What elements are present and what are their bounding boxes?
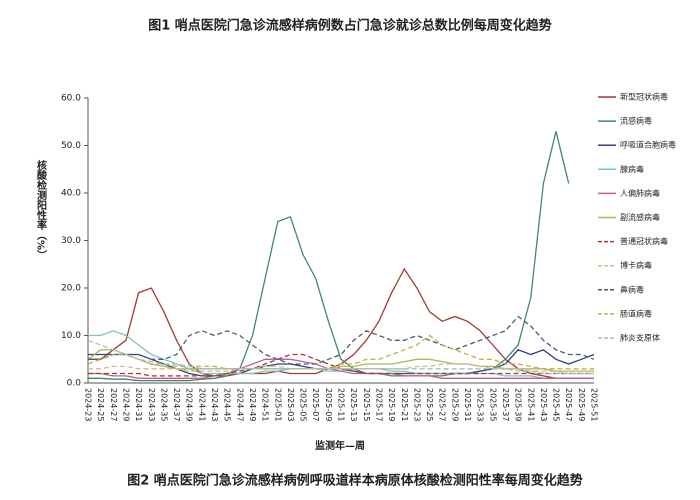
legend-label: 肺炎支原体	[620, 333, 660, 343]
series-line	[88, 131, 570, 382]
y-tick-label: 0.0	[67, 379, 82, 389]
y-tick-label: 40.0	[61, 189, 81, 199]
x-tick-label: 2025-29	[450, 388, 459, 421]
x-tick-label: 2025-47	[564, 388, 573, 421]
x-tick-label: 2025-05	[299, 388, 308, 421]
x-tick-label: 2024-35	[159, 388, 168, 421]
series-line	[88, 315, 595, 365]
series-line	[87, 339, 594, 375]
legend-label: 新型冠状病毒	[620, 92, 668, 102]
series-line	[88, 349, 595, 377]
x-tick-label: 2025-25	[425, 388, 434, 421]
x-tick-label: 2024-49	[248, 388, 257, 421]
legend-label: 腺病毒	[620, 164, 644, 174]
x-tick-label: 2025-13	[349, 388, 358, 421]
caption: 图2 哨点医院门急诊流感样病例呼吸道样本病原体核酸检测阳性率每周变化趋势	[127, 473, 583, 489]
x-tick-label: 2024-33	[147, 388, 156, 421]
x-tick-label: 2024-39	[185, 388, 194, 421]
x-tick-label: 2024-45	[223, 388, 232, 421]
x-tick-label: 2025-19	[387, 388, 396, 421]
chart-title: 图1 哨点医院门急诊流感样病例数占门急诊就诊总数比例每周变化趋势	[148, 18, 552, 34]
x-tick-label: 2025-17	[374, 388, 383, 421]
x-tick-label: 2024-23	[84, 388, 93, 421]
legend-label: 人偏肺病毒	[620, 188, 660, 198]
x-axis-title: 监测年—周	[315, 439, 365, 452]
x-tick-label: 2025-21	[400, 388, 409, 421]
x-tick-label: 2025-09	[324, 388, 333, 421]
legend-label: 副流感病毒	[620, 212, 660, 222]
series-line	[88, 363, 594, 375]
x-tick-label: 2025-01	[273, 388, 282, 421]
series-line	[88, 358, 594, 379]
x-tick-label: 2025-27	[438, 388, 447, 421]
x-tick-label: 2024-29	[121, 388, 130, 421]
x-tick-label: 2025-43	[539, 388, 548, 421]
legend-label: 博卡病毒	[620, 260, 652, 270]
x-tick-label: 2024-25	[96, 388, 105, 421]
y-tick-label: 60.0	[61, 94, 81, 104]
x-tick-label: 2025-45	[552, 388, 561, 421]
series-line	[87, 334, 594, 370]
x-tick-label: 2024-51	[261, 388, 270, 421]
y-tick-label: 20.0	[61, 284, 81, 294]
y-tick-label: 30.0	[61, 236, 81, 246]
x-tick-label: 2024-27	[109, 388, 118, 421]
x-tick-label: 2024-37	[172, 388, 181, 421]
y-axis-title: 核酸检测阳性率（%）	[35, 159, 48, 260]
x-tick-label: 2025-37	[501, 388, 510, 421]
x-tick-label: 2024-41	[197, 388, 206, 421]
x-tick-label: 2025-31	[463, 388, 472, 421]
y-tick-label: 10.0	[61, 331, 81, 341]
x-tick-label: 2024-43	[210, 388, 219, 421]
x-tick-label: 2025-33	[476, 388, 485, 421]
x-tick-label: 2025-03	[286, 388, 295, 421]
x-tick-label: 2025-11	[337, 388, 346, 421]
x-tick-label: 2025-35	[488, 388, 497, 421]
x-tick-label: 2025-51	[590, 388, 599, 421]
series-line	[87, 349, 594, 372]
y-tick-label: 50.0	[61, 141, 81, 151]
legend-label: 呼吸道合胞病毒	[620, 140, 676, 150]
x-tick-label: 2025-39	[514, 388, 523, 421]
legend-label: 肠道病毒	[620, 308, 652, 318]
x-tick-label: 2025-49	[577, 388, 586, 421]
legend-label: 流感病毒	[620, 116, 652, 126]
x-tick-label: 2025-15	[362, 388, 371, 421]
series-line	[88, 267, 594, 379]
legend-label: 鼻病毒	[620, 284, 644, 294]
legend-label: 普通冠状病毒	[620, 236, 668, 246]
x-tick-label: 2025-07	[311, 388, 320, 421]
x-tick-label: 2025-41	[526, 388, 535, 421]
x-tick-label: 2024-31	[134, 388, 143, 421]
x-tick-label: 2024-47	[235, 388, 244, 421]
x-tick-label: 2025-23	[412, 388, 421, 421]
